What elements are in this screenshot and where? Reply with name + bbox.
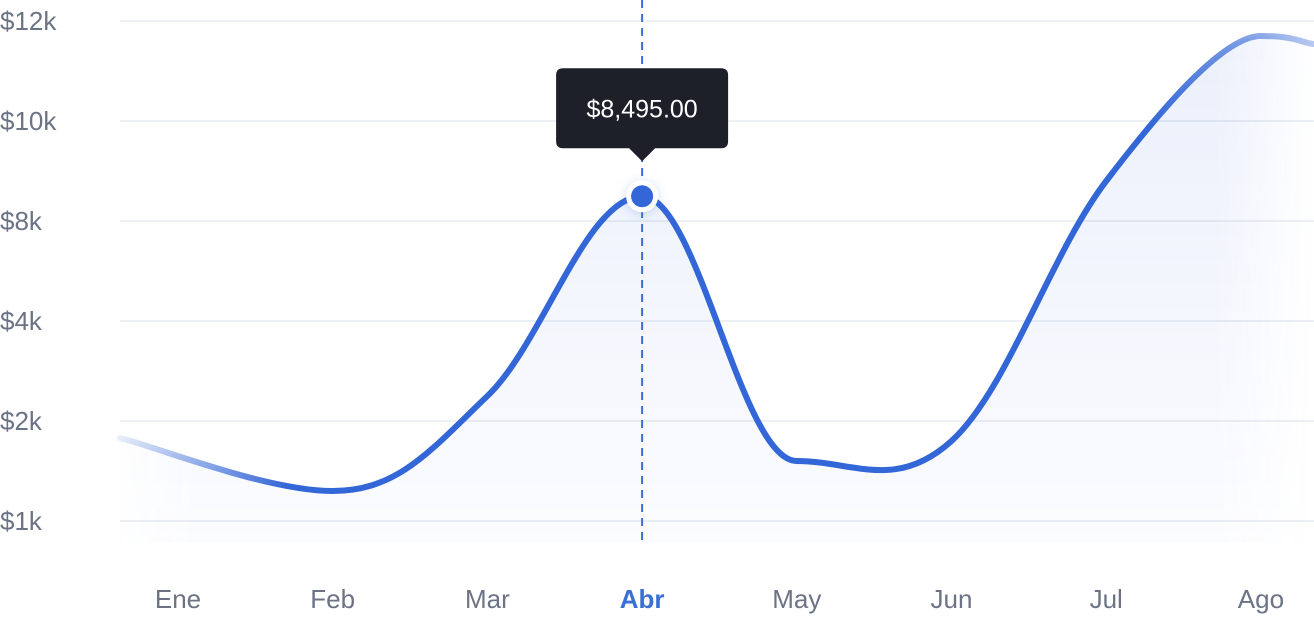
- tooltip-box: [556, 68, 729, 162]
- series-line: [117, 33, 1314, 494]
- x-tick-label-ene: Ene: [155, 584, 201, 614]
- x-tick-label-abr[interactable]: Abr: [620, 584, 665, 614]
- y-tick-label: $12k: [0, 6, 57, 36]
- x-tick-label-feb: Feb: [310, 584, 355, 614]
- x-tick-label-ago: Ago: [1238, 584, 1284, 614]
- x-tick-label-jul: Jul: [1090, 584, 1123, 614]
- y-tick-label: $10k: [0, 106, 57, 136]
- y-tick-label: $8k: [0, 206, 43, 236]
- x-tick-label-jun: Jun: [931, 584, 973, 614]
- highlight-point-dot[interactable]: [631, 185, 654, 208]
- x-tick-label-mar: Mar: [465, 584, 510, 614]
- series-area: [120, 36, 1314, 543]
- y-tick-label: $1k: [0, 506, 43, 536]
- x-tick-label-may: May: [772, 584, 821, 614]
- y-tick-label: $4k: [0, 306, 43, 336]
- highlight-point[interactable]: [626, 180, 659, 213]
- y-tick-label: $2k: [0, 406, 43, 436]
- tooltip-value: $8,495.00: [586, 95, 697, 123]
- value-tooltip: $8,495.00: [556, 68, 729, 162]
- x-axis: Ene Feb Mar Abr May Jun Jul Ago: [155, 584, 1284, 614]
- y-axis: $1k $2k $4k $8k $10k $12k: [0, 6, 57, 536]
